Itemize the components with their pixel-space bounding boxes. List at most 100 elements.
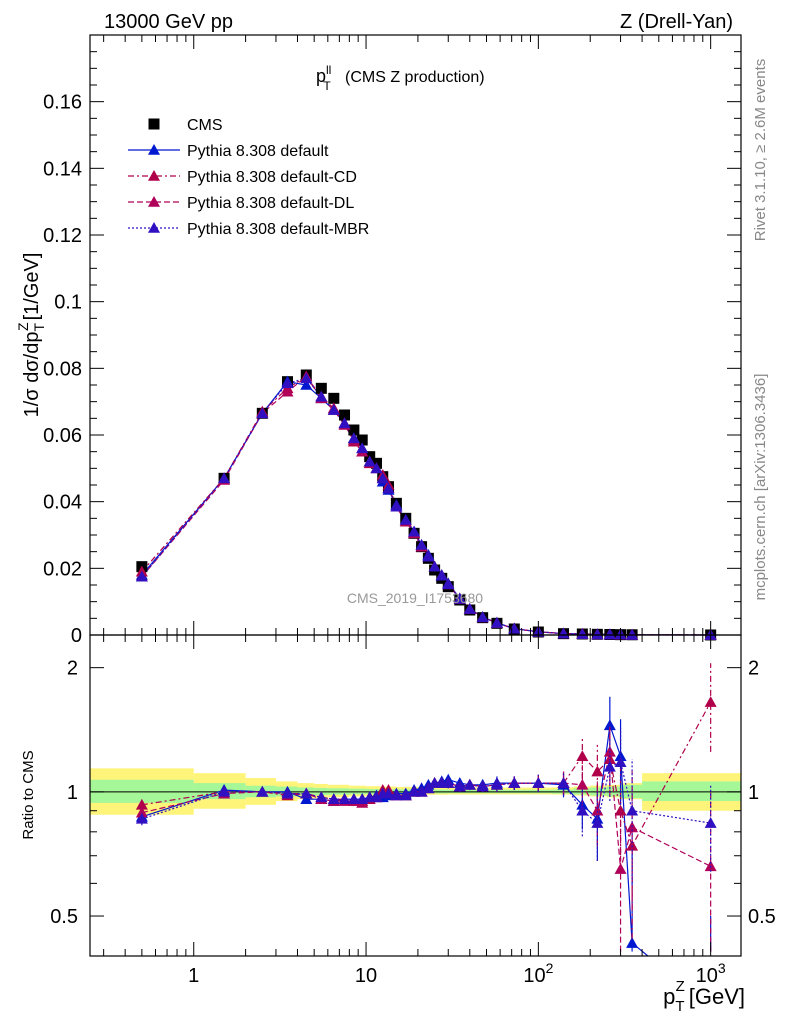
mc-data-point	[135, 570, 148, 582]
source-label: mcplots.cern.ch [arXiv:1306.3436]	[752, 374, 769, 601]
ratio-data-point	[315, 791, 328, 803]
ratio-data-point	[614, 804, 627, 816]
mc-data-point	[382, 482, 395, 494]
ratio-data-point	[614, 756, 627, 767]
ratio-data-point	[382, 787, 395, 799]
x-axis-label: pTZ [GeV]	[663, 978, 745, 1015]
title-text: (CMS Z production)	[345, 69, 485, 86]
ratio-data-point	[591, 804, 604, 816]
ratio-data-point	[626, 804, 639, 816]
ratio-data-point	[704, 817, 717, 828]
mc-data-point	[422, 550, 435, 562]
mc-data-point	[428, 560, 441, 572]
cms-data-point	[356, 434, 368, 446]
legend-marker	[148, 196, 160, 207]
ratio-data-point	[390, 789, 403, 801]
y-tick-label: 0.12	[43, 225, 82, 247]
mc-data-point	[603, 628, 616, 640]
ratio-y-tick-label-right: 2	[748, 658, 759, 680]
ratio-data-point	[300, 787, 313, 799]
ratio-data-point	[327, 793, 340, 804]
ratio-y-tick-label: 0.5	[50, 906, 78, 928]
mc-data-point	[557, 627, 570, 639]
header-left: 13000 GeV pp	[104, 11, 233, 33]
ratio-y-tick-label: 1	[67, 782, 78, 804]
mc-data-point	[300, 379, 313, 390]
legend-label: Pythia 8.308 default-DL	[187, 195, 354, 212]
cms-data-point	[328, 392, 340, 404]
ratio-data-point	[338, 793, 351, 804]
plot-title: pll T (CMS Z production)	[316, 63, 485, 93]
ratio-data-point	[532, 777, 545, 788]
cms-data-point	[348, 424, 360, 436]
ratio-data-point	[576, 804, 589, 816]
legend-marker	[148, 222, 160, 233]
mc-data-point	[415, 539, 428, 550]
legend-marker	[148, 118, 160, 130]
ratio-plot-frame	[89, 634, 742, 957]
mc-data-point	[300, 372, 313, 384]
mc-data-point	[399, 514, 412, 525]
uncertainty-band	[642, 781, 741, 802]
title-symbol: pll T	[316, 63, 331, 93]
legend-label: CMS	[187, 117, 223, 134]
ratio-data-point	[476, 780, 489, 792]
ratio-data-point	[508, 777, 521, 788]
legend-marker	[148, 144, 160, 155]
ratio-plot-panel: 1 10 102 103 0.5 0.5 1 1 2 2 Ratio to CMS pTZ [GeV…	[20, 634, 776, 1015]
cms-data-point	[315, 382, 327, 394]
mc-data-point	[370, 462, 383, 474]
ratio-data-point	[370, 791, 383, 803]
y-tick-label: 0.02	[43, 558, 82, 580]
mc-data-point	[453, 593, 466, 604]
rivet-label: Rivet 3.1.10, ≥ 2.6M events	[752, 59, 769, 242]
main-plot-panel: 0 0.02 0.04 0.06 0.08 0.1 0.12 0.14 0.16 CMS_201…	[15, 34, 742, 647]
ratio-data-point	[614, 863, 627, 874]
y-tick-label: 0.08	[43, 358, 82, 380]
header-right: Z (Drell-Yan)	[620, 11, 733, 33]
ratio-series-line	[141, 701, 712, 848]
ratio-data-point	[603, 719, 616, 731]
mc-data-point	[218, 472, 231, 484]
ratio-data-point	[399, 789, 412, 801]
ratio-data-point	[453, 780, 466, 792]
ratio-y-tick-label: 2	[67, 658, 78, 680]
x-tick-label: 103	[696, 960, 726, 987]
mc-data-point	[435, 569, 448, 581]
uncertainty-band	[90, 779, 194, 803]
ratio-data-point	[281, 787, 294, 799]
x-tick-label: 10	[355, 965, 377, 987]
legend-label: Pythia 8.308 default	[187, 143, 329, 160]
mc-data-point	[442, 578, 455, 590]
mc-data-point	[356, 442, 369, 454]
y-tick-label: 0	[71, 625, 82, 647]
ratio-data-point	[626, 937, 639, 948]
ratio-data-point	[576, 778, 589, 790]
mc-data-point	[390, 500, 403, 512]
mc-data-point	[476, 611, 489, 623]
ratio-data-point	[704, 860, 717, 872]
ratio-data-point	[347, 793, 360, 804]
mc-data-point	[490, 617, 503, 628]
y-axis-label: 1/σ dσ/dpTZ[1/GeV]	[15, 253, 47, 418]
ratio-y-tick-label-right: 1	[748, 782, 759, 804]
ratio-plot-area	[90, 663, 741, 956]
ratio-y-label: Ratio to CMS	[20, 750, 37, 839]
ratio-data-point	[704, 696, 717, 707]
mc-data-point	[591, 628, 604, 640]
ratio-data-point	[603, 760, 616, 772]
mc-data-point	[376, 472, 389, 484]
mc-data-point	[256, 407, 269, 419]
series-line	[141, 375, 711, 636]
mc-data-point	[626, 628, 639, 640]
cms-data-point	[339, 409, 351, 421]
ratio-series-line	[141, 751, 711, 870]
y-tick-label: 0.14	[43, 158, 82, 180]
y-tick-label: 0.16	[43, 92, 82, 114]
mc-data-point	[327, 404, 340, 415]
analysis-watermark: CMS_2019_I1753680	[347, 590, 483, 606]
mc-data-point	[408, 525, 421, 537]
ratio-data-point	[591, 817, 604, 828]
ratio-data-point	[135, 812, 148, 824]
legend-marker	[148, 170, 160, 181]
